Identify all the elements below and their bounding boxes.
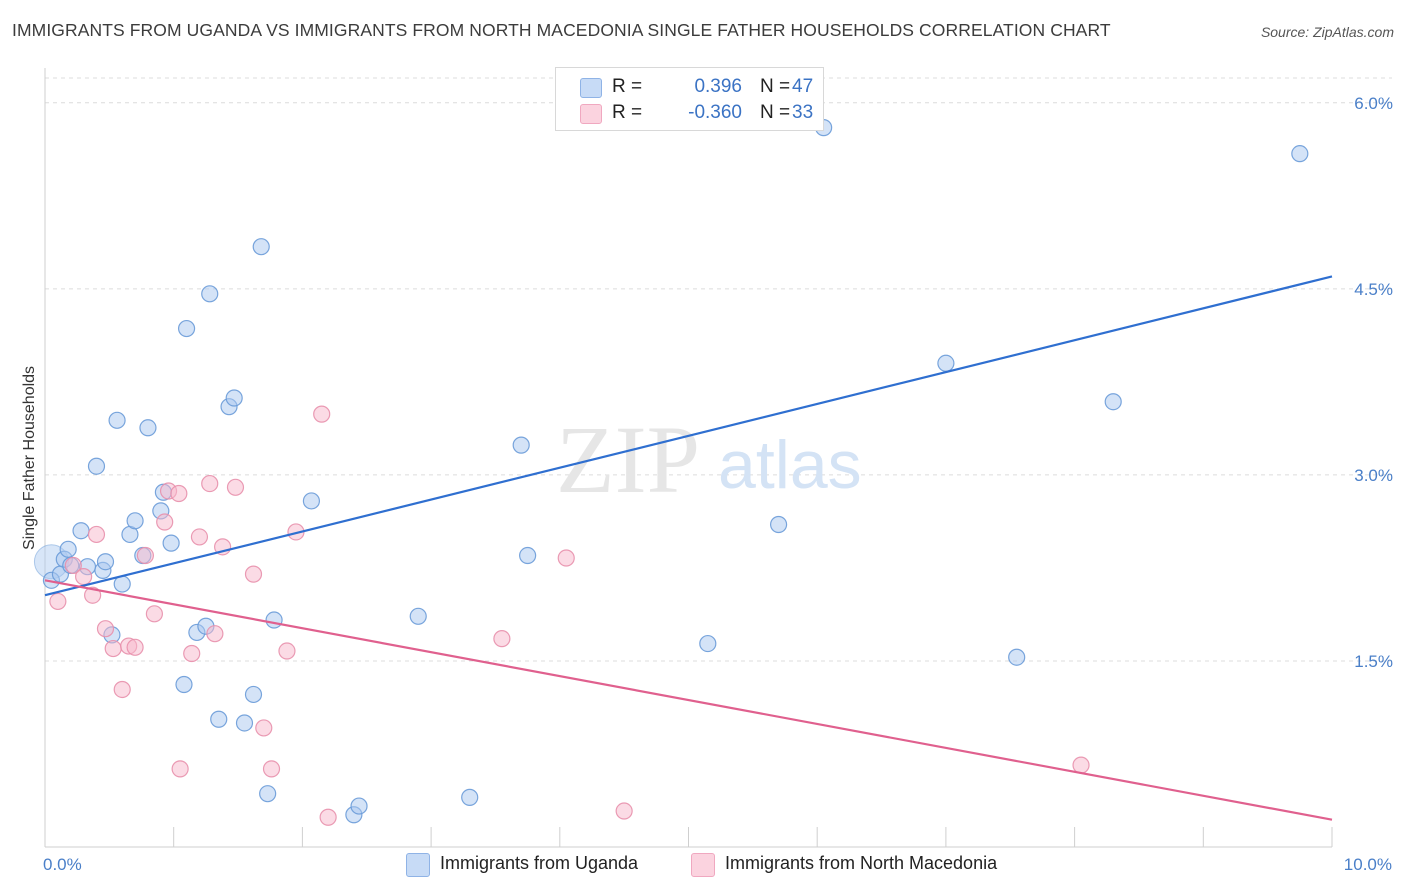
axes [44, 68, 1333, 848]
y-tick-label: 6.0% [1354, 94, 1393, 113]
legend-n-label: N = [760, 76, 791, 97]
uganda-point [512, 436, 530, 454]
y-tick-label: 1.5% [1354, 652, 1393, 671]
uganda-point [259, 785, 277, 803]
uganda-point [225, 389, 243, 407]
uganda-point [201, 285, 219, 303]
uganda-point [461, 788, 479, 806]
macedonia-point [126, 638, 144, 656]
macedonia-point [84, 586, 102, 604]
y-axis-label: Single Father Households [21, 366, 38, 550]
macedonia-point [170, 484, 188, 503]
chart-title: IMMIGRANTS FROM UGANDA VS IMMIGRANTS FRO… [12, 20, 1111, 40]
macedonia-point [75, 568, 93, 586]
uganda-point [139, 419, 157, 437]
uganda-point [350, 797, 368, 815]
bottom-legend-swatch-macedonia [691, 853, 715, 877]
uganda-point [59, 540, 77, 558]
uganda-point [1008, 648, 1026, 666]
uganda-point [1104, 393, 1122, 411]
uganda-point [162, 534, 180, 552]
x-tick-label: 10.0% [1344, 855, 1392, 874]
uganda-point [265, 611, 283, 629]
tick-labels: 1.5% 3.0% 4.5% 6.0% 0.0% 10.0% [43, 94, 1393, 874]
macedonia-point [262, 760, 281, 778]
uganda-point [96, 553, 115, 571]
macedonia-point [201, 474, 219, 493]
uganda-point [519, 546, 537, 565]
x-tick-label: 0.0% [43, 855, 82, 874]
legend-r-label: R = [612, 102, 643, 123]
macedonia-point [190, 528, 209, 546]
macedonia-point [113, 680, 131, 699]
uganda-point [175, 675, 193, 694]
stats-legend: R = 0.396 N = 47 R = -0.360 N = 33 [555, 67, 824, 131]
macedonia-point [64, 556, 82, 575]
macedonia-point [244, 565, 263, 583]
macedonia-point [183, 644, 201, 663]
bottom-legend-label-macedonia: Immigrants from North Macedonia [725, 853, 998, 873]
legend-n-value: 47 [792, 76, 814, 97]
uganda-point [302, 492, 321, 510]
macedonia-point [171, 760, 189, 778]
uganda-point [87, 457, 106, 475]
macedonia-point [136, 546, 154, 565]
macedonia-point [206, 625, 224, 643]
legend-swatch-macedonia [580, 104, 602, 124]
uganda-point [1291, 145, 1309, 163]
legend-r-value: -0.360 [688, 102, 742, 123]
uganda-point [126, 512, 144, 530]
trend-lines [44, 275, 1333, 821]
uganda-trend-line [44, 275, 1333, 597]
source-label: Source: ZipAtlas.com [1260, 24, 1394, 40]
uganda-point [244, 685, 263, 704]
macedonia-point [319, 808, 337, 826]
uganda-point [252, 238, 270, 256]
macedonia-point [557, 549, 575, 567]
y-tick-label: 3.0% [1354, 466, 1393, 485]
uganda-point [235, 714, 254, 732]
legend-n-label: N = [760, 102, 791, 123]
bottom-legend-label-uganda: Immigrants from Uganda [440, 853, 639, 873]
uganda-point [177, 319, 196, 338]
macedonia-point [87, 525, 106, 544]
macedonia-point [615, 802, 633, 820]
macedonia-point [278, 642, 296, 660]
legend-n-value: 33 [792, 102, 814, 123]
macedonia-trend-line [44, 579, 1333, 821]
macedonia-point [255, 719, 273, 737]
macedonia-point [493, 630, 511, 648]
legend-swatch-uganda [580, 78, 602, 98]
macedonia-point [104, 639, 122, 658]
macedonia-point [145, 605, 163, 623]
macedonia-point [226, 478, 245, 496]
uganda-point [210, 710, 228, 728]
watermark-zip: ZIP [556, 406, 700, 513]
macedonia-point [96, 620, 115, 638]
macedonia-point [49, 592, 67, 611]
watermark-atlas: atlas [718, 427, 862, 503]
data-points [33, 119, 1309, 826]
macedonia-point [313, 405, 331, 423]
uganda-point [769, 515, 788, 534]
uganda-point [409, 607, 427, 625]
y-tick-label: 4.5% [1354, 280, 1393, 299]
bottom-legend-swatch-uganda [406, 853, 430, 877]
macedonia-point [156, 513, 174, 531]
legend-r-value: 0.396 [694, 76, 742, 97]
watermark: ZIP atlas [556, 406, 862, 513]
uganda-point [72, 522, 90, 540]
uganda-point [937, 354, 955, 372]
uganda-point [108, 411, 126, 429]
legend-r-label: R = [612, 76, 643, 97]
macedonia-point [1072, 756, 1090, 774]
uganda-point [699, 634, 717, 653]
